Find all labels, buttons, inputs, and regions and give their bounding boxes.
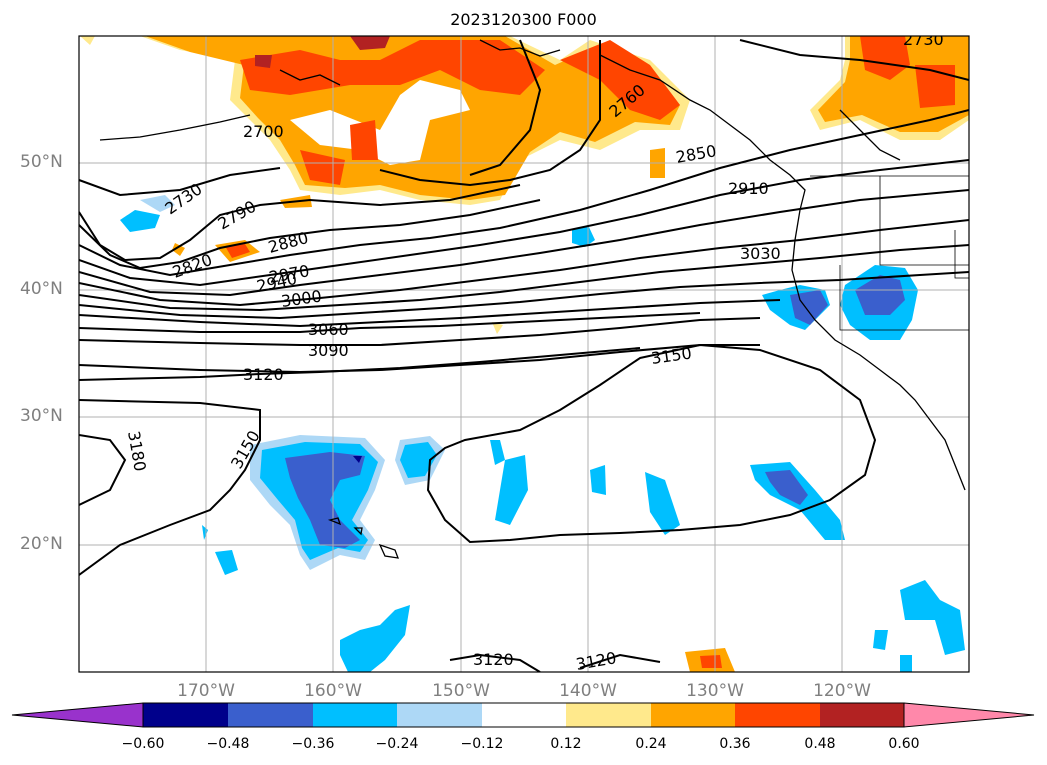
contour-label: 3090 [308, 341, 349, 360]
lon-label-160w: 160°W [304, 681, 362, 701]
colorbar-bin [397, 703, 482, 727]
coastlines [99, 39, 966, 559]
colorbar-under-arrow [11, 702, 144, 728]
colorbar-tick: −0.36 [291, 736, 335, 752]
colorbar-tick: −0.12 [460, 736, 504, 752]
lon-label-170w: 170°W [177, 681, 235, 701]
contour-label: 3120 [473, 650, 514, 669]
map-area: 2700 2730 2730 2760 2790 2820 2850 2880 … [79, 30, 969, 674]
colorbar-bin [482, 703, 566, 727]
colorbar-outline [142, 702, 905, 728]
lon-label-130w: 130°W [686, 681, 744, 701]
lon-label-140w: 140°W [559, 681, 617, 701]
lon-label-120w: 120°W [813, 681, 871, 701]
contour-label: 2700 [243, 122, 284, 141]
colorbar-tick: 0.48 [804, 736, 836, 752]
colorbar [11, 702, 1035, 728]
colorbar-over-arrow [903, 702, 1035, 728]
lon-label-150w: 150°W [432, 681, 490, 701]
contour-label: 3060 [308, 320, 349, 339]
contour-label: 3150 [650, 343, 693, 367]
colorbar-bin [566, 703, 651, 727]
contour-label: 2970 [267, 261, 310, 287]
colorbar-tick: −0.24 [375, 736, 419, 752]
contour-label: 2910 [728, 179, 769, 198]
colorbar-tick: −0.48 [206, 736, 250, 752]
colorbar-tick: 0.36 [719, 736, 751, 752]
contour-label: 2730 [903, 30, 944, 49]
lat-label-40n: 40°N [20, 279, 63, 299]
contour-label: 3120 [243, 365, 284, 384]
colorbar-bin [651, 703, 735, 727]
colorbar-tick: −0.60 [121, 736, 165, 752]
contour-label: 2820 [170, 250, 215, 282]
contour-label-layer: 2700 2730 2730 2760 2790 2820 2850 2880 … [124, 30, 944, 674]
negative-anomaly-shading [120, 195, 965, 672]
map-title: 2023120300 F000 [450, 10, 597, 29]
colorbar-bin [313, 703, 397, 727]
map-border [78, 35, 970, 673]
colorbar-tick: 0.60 [888, 736, 920, 752]
contour-label: 3030 [740, 244, 781, 263]
colorbar-bin [143, 703, 228, 727]
contour-label: 3180 [124, 429, 150, 472]
colorbar-bin [820, 703, 904, 727]
colorbar-tick: 0.24 [635, 736, 667, 752]
contour-label: 2790 [215, 197, 260, 234]
height-contours [79, 39, 969, 672]
contour-label: 3120 [574, 648, 617, 674]
colorbar-bin [228, 703, 313, 727]
lat-label-20n: 20°N [20, 534, 63, 554]
lat-label-50n: 50°N [20, 152, 63, 172]
positive-anomaly-shading [80, 36, 969, 672]
colorbar-tick: 0.12 [550, 736, 582, 752]
colorbar-bin [735, 703, 820, 727]
lat-label-30n: 30°N [20, 406, 63, 426]
